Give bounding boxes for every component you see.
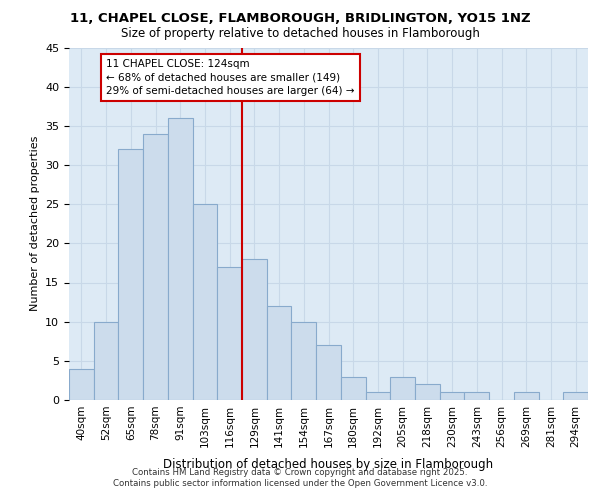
Bar [168,118,193,400]
Bar [341,376,365,400]
Bar [217,267,242,400]
Bar [69,368,94,400]
Text: Size of property relative to detached houses in Flamborough: Size of property relative to detached ho… [121,28,479,40]
X-axis label: Distribution of detached houses by size in Flamborough: Distribution of detached houses by size … [163,458,494,471]
Bar [242,259,267,400]
Bar [514,392,539,400]
Bar [365,392,390,400]
Bar [143,134,168,400]
Bar [267,306,292,400]
Bar [118,150,143,400]
Bar [440,392,464,400]
Bar [193,204,217,400]
Y-axis label: Number of detached properties: Number of detached properties [29,136,40,312]
Bar [415,384,440,400]
Bar [292,322,316,400]
Bar [563,392,588,400]
Text: Contains HM Land Registry data © Crown copyright and database right 2025.
Contai: Contains HM Land Registry data © Crown c… [113,468,487,487]
Bar [316,345,341,400]
Bar [94,322,118,400]
Bar [390,376,415,400]
Text: 11, CHAPEL CLOSE, FLAMBOROUGH, BRIDLINGTON, YO15 1NZ: 11, CHAPEL CLOSE, FLAMBOROUGH, BRIDLINGT… [70,12,530,26]
Text: 11 CHAPEL CLOSE: 124sqm
← 68% of detached houses are smaller (149)
29% of semi-d: 11 CHAPEL CLOSE: 124sqm ← 68% of detache… [106,59,355,96]
Bar [464,392,489,400]
